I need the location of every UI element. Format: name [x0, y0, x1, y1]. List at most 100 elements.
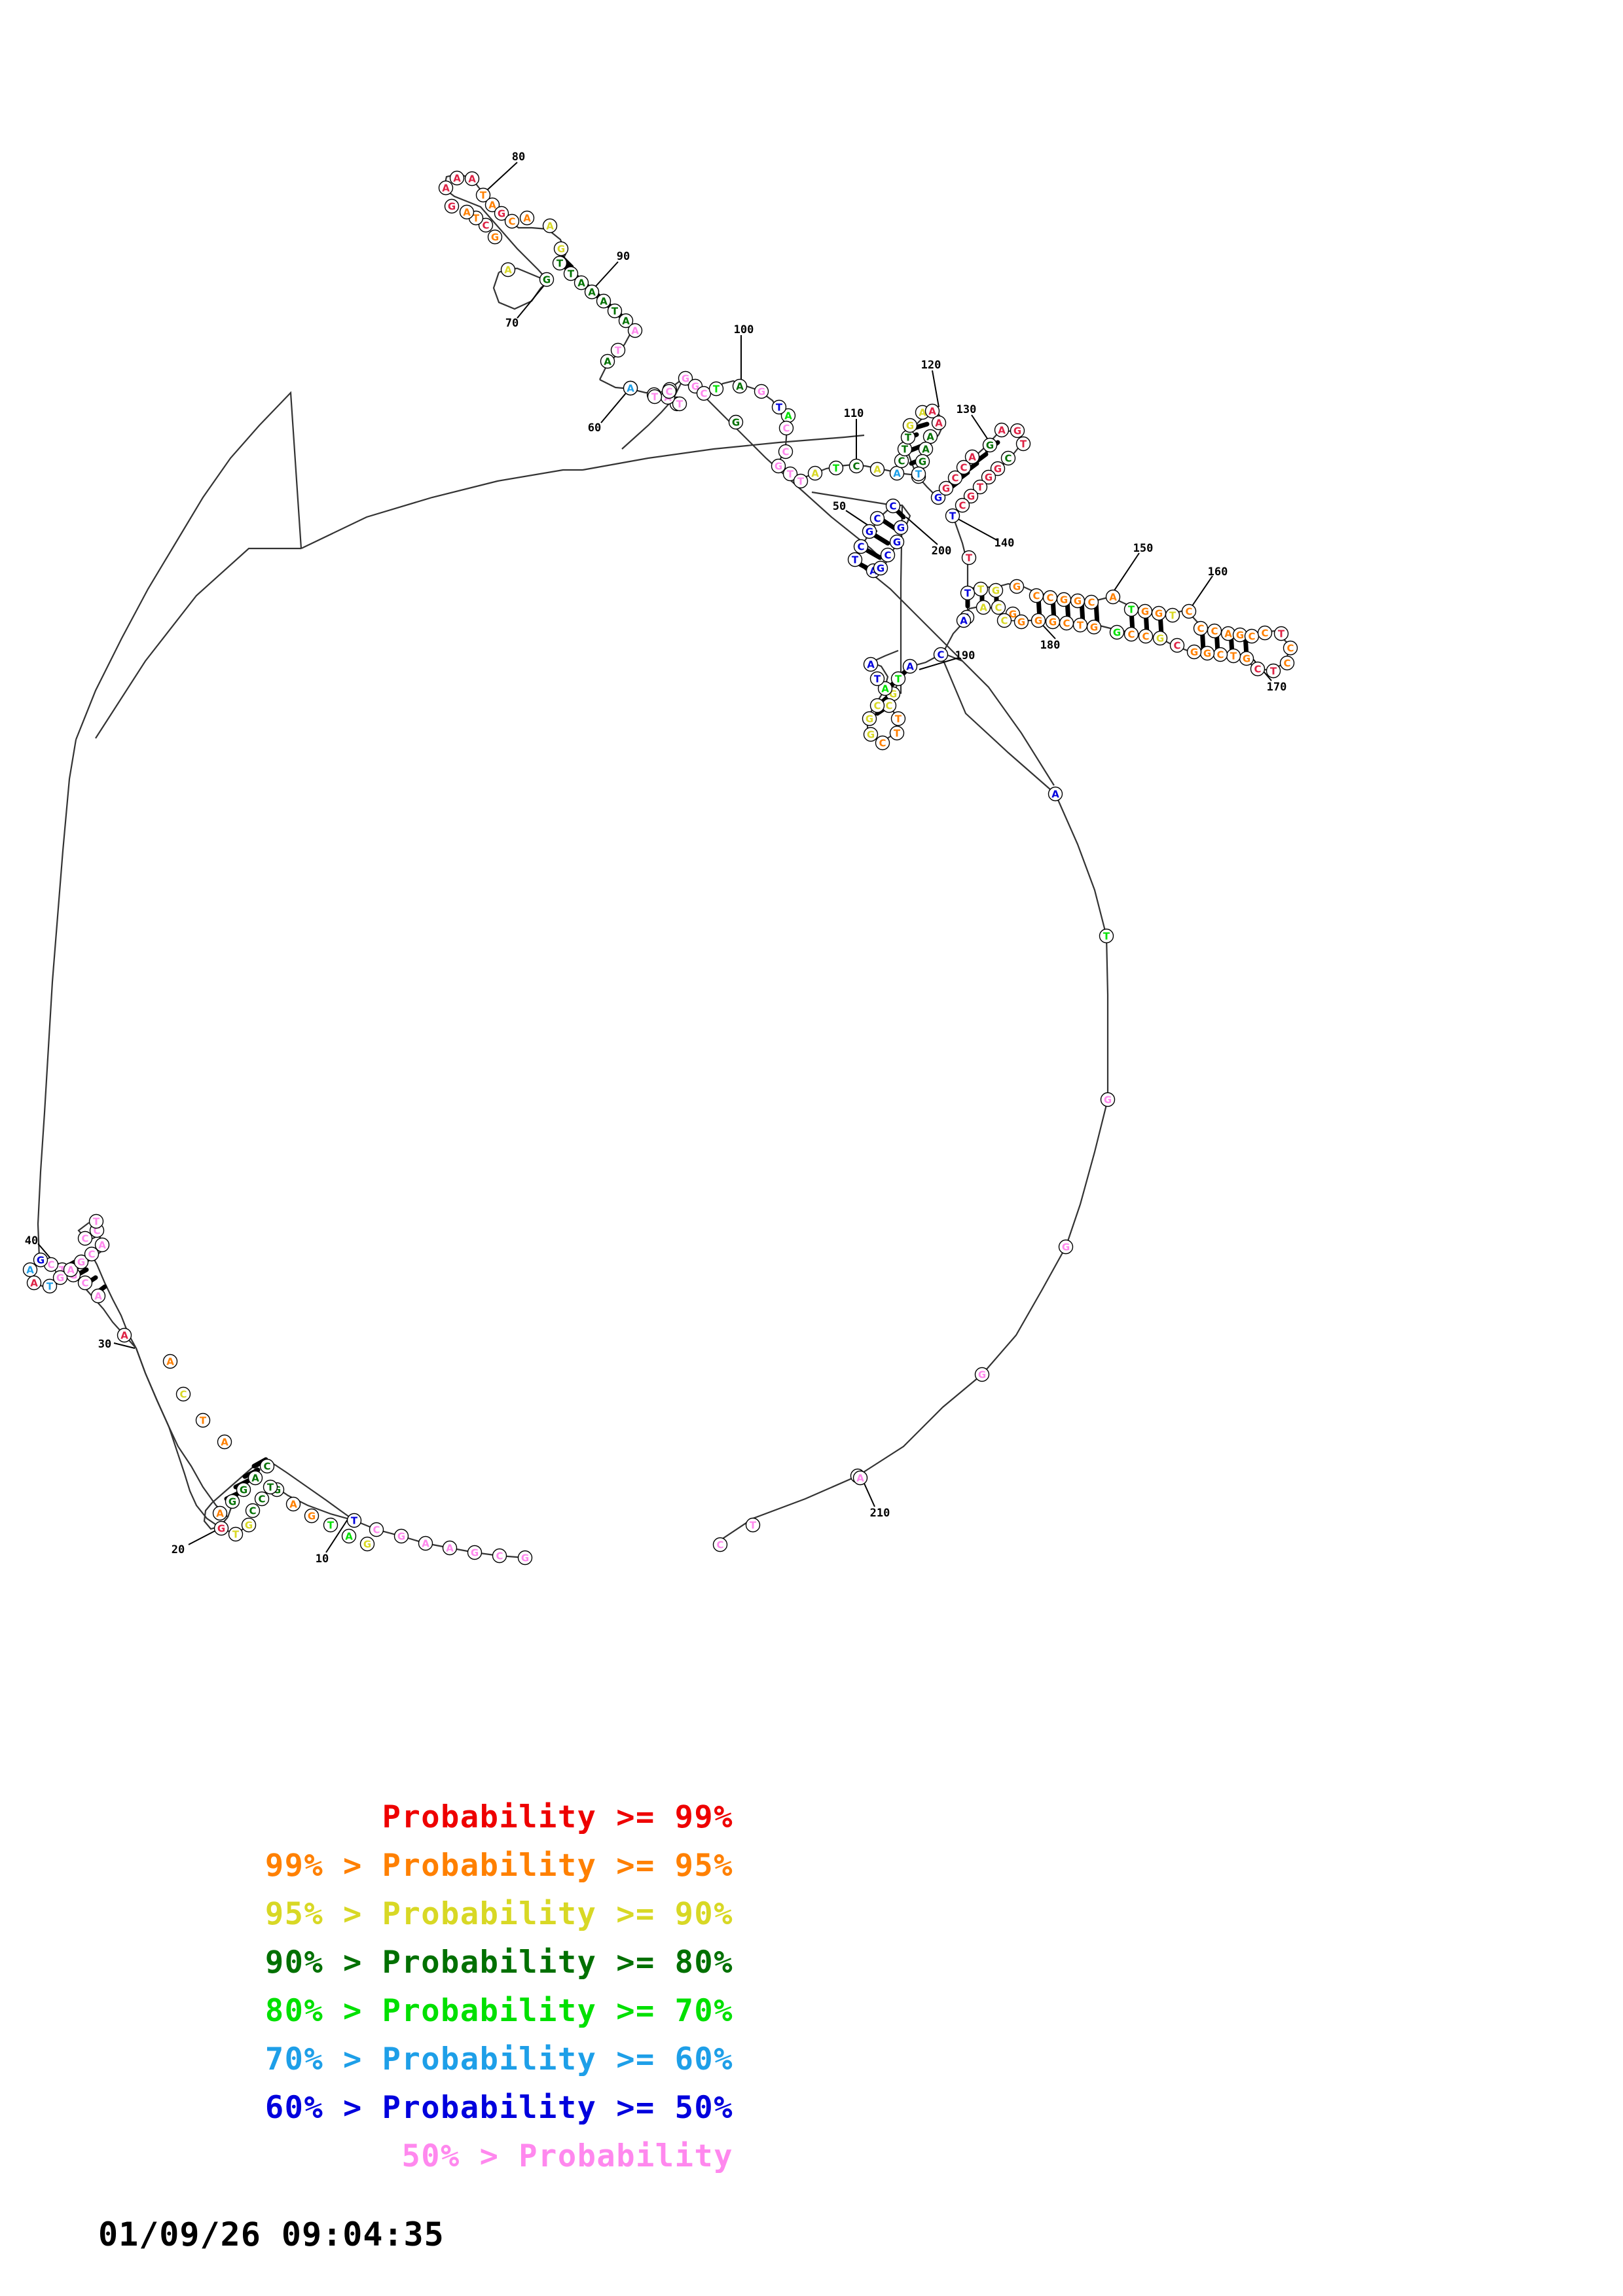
- nucleotide-circle: [519, 210, 535, 226]
- nucleotide-169: C: [1279, 655, 1295, 671]
- nucleotide-79: A: [464, 171, 480, 187]
- nucleotide-circle: [1013, 614, 1029, 630]
- nucleotide-base-letter: T: [351, 1515, 358, 1527]
- nucleotide-base-letter: A: [784, 410, 792, 422]
- position-label-10: 10: [316, 1552, 329, 1566]
- nucleotide-base-letter: G: [897, 522, 905, 534]
- nucleotide-144: T: [973, 581, 989, 597]
- nucleotide-circle: [647, 389, 663, 404]
- nucleotide-83: C: [504, 213, 520, 229]
- nucleotide-184: C: [1059, 615, 1074, 631]
- nucleotide-165: C: [1244, 628, 1260, 644]
- nucleotide-base-letter: C: [47, 1259, 54, 1271]
- nucleotide-circle: [162, 1354, 178, 1369]
- legend-row-90: 95% > Probability >= 90%: [264, 1896, 733, 1932]
- nucleotide-circle: [982, 437, 998, 453]
- nucleotide-base-letter: G: [994, 463, 1002, 475]
- nucleotide-146: G: [988, 583, 1004, 598]
- nucleotide-22: G: [225, 1494, 240, 1509]
- nucleotide-21: A: [212, 1505, 228, 1521]
- nucleotide-circle: [869, 698, 885, 713]
- position-label-80: 80: [512, 151, 525, 164]
- nucleotide-base-letter: G: [397, 1531, 405, 1543]
- nucleotide-199: G: [862, 711, 877, 726]
- nucleotide-base-letter: C: [898, 456, 905, 467]
- legend-row-80: 90% > Probability >= 80%: [264, 1945, 733, 1981]
- nucleotide-148: G: [1009, 579, 1025, 594]
- nucleotide-1: G: [517, 1550, 533, 1566]
- nucleotide-circle: [52, 1270, 68, 1285]
- nucleotide-circle: [225, 1494, 240, 1509]
- nucleotide-base-letter: A: [928, 406, 936, 418]
- nucleotide-36: G: [33, 1252, 48, 1268]
- nucleotide-circle: [213, 1520, 229, 1536]
- nucleotide-base-letter: T: [59, 1265, 66, 1276]
- nucleotide-191: A: [902, 658, 918, 674]
- nucleotide-circle: [754, 384, 769, 399]
- nucleotide-circle: [247, 1470, 263, 1486]
- nucleotide-71: A: [500, 262, 516, 278]
- nucleotide-58: A: [780, 408, 796, 423]
- nucleotide-base-letter: T: [200, 1415, 207, 1427]
- nucleotide-base-letter: C: [873, 700, 881, 712]
- nucleotide-base-letter: C: [700, 388, 707, 400]
- nucleotide-82: G: [494, 206, 509, 221]
- nucleotide-base-letter: G: [893, 537, 901, 548]
- nucleotide-base-letter: A: [935, 418, 943, 429]
- nucleotide-base-letter: A: [463, 207, 471, 219]
- nucleotide-base-letter: G: [521, 1552, 529, 1564]
- nucleotide-base-letter: T: [473, 213, 480, 224]
- nucleotide-circle: [889, 534, 905, 550]
- nucleotide-base-letter: G: [1141, 606, 1149, 618]
- nucleotide-95: T: [610, 342, 626, 358]
- nucleotide-49: C: [869, 511, 885, 526]
- nucleotide-97: A: [623, 380, 638, 396]
- nucleotide-circle: [862, 711, 877, 726]
- nucleotide-base-letter: G: [1203, 648, 1211, 660]
- nucleotide-circle: [1010, 423, 1025, 439]
- nucleotide-base-letter: G: [942, 483, 950, 495]
- nucleotide-circle: [1015, 436, 1031, 452]
- nucleotide-base-letter: G: [867, 729, 875, 741]
- nucleotide-base-letter: G: [240, 1484, 247, 1496]
- nucleotide-base-letter: C: [782, 423, 790, 435]
- nucleotide-base-letter: C: [1197, 623, 1204, 635]
- nucleotide-55: G: [889, 534, 905, 550]
- nucleotide-circle: [475, 187, 491, 203]
- nucleotide-circle: [263, 1479, 278, 1495]
- nucleotide-base-letter: G: [1074, 596, 1082, 607]
- nucleotide-circle: [1152, 630, 1168, 646]
- nucleotide-base-letter: T: [833, 463, 840, 475]
- nucleotide-32: C: [77, 1275, 93, 1291]
- nucleotide-circle: [42, 1278, 58, 1294]
- nucleotide-base-letter: G: [37, 1255, 45, 1266]
- nucleotide-base-letter: A: [442, 183, 450, 194]
- nucleotide-base-letter: C: [1211, 626, 1218, 637]
- nucleotide-circle: [607, 303, 623, 319]
- nucleotide-37: A: [22, 1262, 38, 1278]
- nucleotide-158: G: [1151, 605, 1167, 621]
- nucleotide-base-letter: A: [30, 1278, 38, 1289]
- nucleotide-178: G: [1152, 630, 1168, 646]
- nucleotide-circle: [487, 229, 503, 245]
- nucleotide-base-letter: G: [1104, 1094, 1112, 1106]
- nucleotide-190: C: [933, 647, 949, 662]
- nucleotide-38: A: [26, 1275, 42, 1291]
- nucleotide-circle: [236, 1482, 251, 1498]
- nucleotide-23: G: [236, 1482, 251, 1498]
- nucleotide-base-letter: G: [1060, 594, 1068, 606]
- nucleotide-123: G: [915, 454, 930, 469]
- nucleotide-25: C: [259, 1458, 275, 1474]
- nucleotide-base-letter: G: [682, 373, 689, 385]
- nucleotide-141: T: [961, 550, 977, 565]
- nucleotide-base-letter: A: [251, 1473, 259, 1484]
- nucleotide-base-letter: C: [857, 541, 864, 553]
- nucleotide-base-letter: G: [1062, 1242, 1070, 1253]
- nucleotide-base-letter: T: [977, 482, 984, 493]
- nucleotide-circle: [885, 498, 901, 514]
- nucleotide-13: A: [285, 1496, 301, 1512]
- nucleotide-base-letter: A: [1109, 592, 1117, 603]
- nucleotide-base-letter: A: [98, 1240, 106, 1251]
- nucleotide-base-letter: C: [1032, 590, 1040, 602]
- nucleotide-208: G: [974, 1367, 990, 1382]
